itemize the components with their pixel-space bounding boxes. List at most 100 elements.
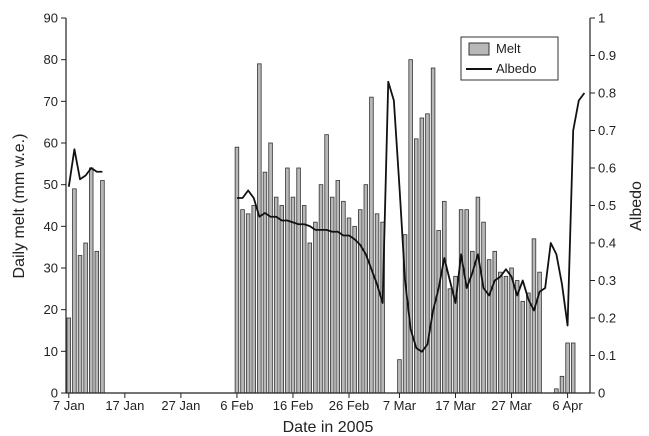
melt-bar	[100, 180, 105, 394]
melt-bar	[369, 96, 374, 394]
x-tick-label: 16 Feb	[273, 398, 313, 413]
melt-bar	[363, 184, 369, 394]
melt-bar	[559, 375, 565, 394]
legend: Melt Albedo	[460, 36, 559, 81]
x-tick-label: 17 Mar	[435, 398, 476, 413]
y-left-tick-label: 70	[44, 94, 58, 109]
melt-bar	[481, 221, 486, 394]
melt-bar	[397, 359, 402, 394]
x-tick-label: 7 Jan	[53, 398, 85, 413]
melt-bar	[374, 213, 380, 394]
melt-bar	[464, 209, 469, 394]
y-right-tick-label: 1	[598, 11, 605, 26]
melt-bar	[442, 200, 447, 394]
melt-bar	[503, 275, 509, 394]
x-tick-label: 7 Mar	[383, 398, 417, 413]
melt-bar	[296, 167, 301, 394]
melt-bar	[531, 238, 537, 394]
legend-albedo-label: Albedo	[496, 61, 536, 76]
melt-bar	[509, 267, 514, 394]
melt-bar	[262, 171, 268, 394]
melt-bar	[251, 205, 256, 394]
melt-bar	[279, 205, 284, 394]
melt-bar	[498, 271, 503, 394]
y-right-tick-label: 0.1	[598, 348, 616, 363]
melt-bar	[245, 213, 251, 394]
melt-bar	[520, 300, 525, 394]
y-right-tick-label: 0	[598, 386, 605, 401]
legend-melt-label: Melt	[496, 41, 521, 56]
melt-bar	[72, 188, 77, 394]
y-left-tick-label: 60	[44, 136, 58, 151]
melt-bar	[307, 242, 312, 394]
melt-bar	[268, 142, 273, 394]
melt-bar	[301, 205, 307, 394]
y-left-tick-label: 50	[44, 177, 58, 192]
melt-bar	[341, 200, 346, 394]
x-tick-label: 27 Mar	[491, 398, 532, 413]
melt-bar	[83, 242, 88, 394]
x-tick-label: 6 Apr	[552, 398, 583, 413]
melt-bar	[352, 225, 357, 394]
melt-bar	[273, 196, 279, 394]
y-right-tick-label: 0.8	[598, 86, 616, 101]
y-right-tick-label: 0.6	[598, 161, 616, 176]
melt-bar	[318, 184, 324, 394]
y-right-axis-ticks: 0 0.1 0.2 0.3 0.4 0.5 0.6 0.7 0.8 0.9 1	[590, 11, 616, 401]
melt-bar	[475, 196, 481, 394]
y-right-tick-label: 0.4	[598, 236, 616, 251]
x-tick-label: 26 Feb	[329, 398, 369, 413]
melt-bar	[94, 250, 100, 394]
melt-bar	[408, 59, 413, 394]
melt-bar	[554, 388, 559, 394]
melt-bar	[313, 221, 318, 394]
y-right-tick-label: 0.5	[598, 198, 616, 213]
y-right-tick-label: 0.3	[598, 273, 616, 288]
x-tick-label: 27 Jan	[161, 398, 200, 413]
y-right-tick-label: 0.7	[598, 123, 616, 138]
melt-bar	[329, 196, 335, 394]
y-left-tick-label: 40	[44, 219, 58, 234]
y-left-tick-label: 20	[44, 302, 58, 317]
melt-bar	[66, 317, 72, 394]
melt-bar	[346, 217, 352, 394]
melt-bar	[570, 342, 576, 394]
melt-bar	[89, 167, 94, 394]
y-right-tick-label: 0.9	[598, 48, 616, 63]
melt-bar	[492, 250, 497, 394]
y-left-axis-ticks: 0 10 20 30 40 50 60 70 80 90	[44, 11, 66, 401]
melt-bar	[290, 196, 296, 394]
melt-bar	[565, 342, 570, 394]
melt-bar	[526, 292, 531, 394]
y-right-axis-title: Albedo	[628, 181, 645, 231]
y-left-tick-label: 10	[44, 344, 58, 359]
melt-bars	[66, 59, 576, 394]
y-left-tick-label: 0	[51, 386, 58, 401]
melt-bar	[77, 255, 83, 394]
melt-bar	[436, 230, 441, 394]
y-left-axis-title: Daily melt (mm w.e.)	[11, 134, 28, 279]
melt-bar	[324, 134, 329, 394]
melt-bar	[414, 138, 419, 394]
y-left-tick-label: 90	[44, 11, 58, 26]
melt-bar	[357, 209, 363, 394]
melt-bar	[234, 146, 240, 394]
melt-bar	[425, 113, 430, 394]
melt-bar	[486, 259, 492, 394]
melt-bar	[335, 180, 341, 394]
albedo-line	[67, 80, 586, 353]
x-tick-label: 6 Feb	[220, 398, 253, 413]
melt-bar	[514, 280, 520, 394]
legend-melt-swatch	[468, 42, 490, 56]
x-tick-label: 17 Jan	[105, 398, 144, 413]
y-right-tick-label: 0.2	[598, 311, 616, 326]
melt-bar	[257, 63, 262, 394]
albedo-line-segment	[236, 80, 586, 353]
melt-bar	[458, 209, 464, 394]
melt-bar	[447, 288, 453, 394]
melt-bar	[240, 209, 245, 394]
melt-bar	[430, 67, 436, 394]
y-left-tick-label: 30	[44, 261, 58, 276]
y-left-tick-label: 80	[44, 52, 58, 67]
